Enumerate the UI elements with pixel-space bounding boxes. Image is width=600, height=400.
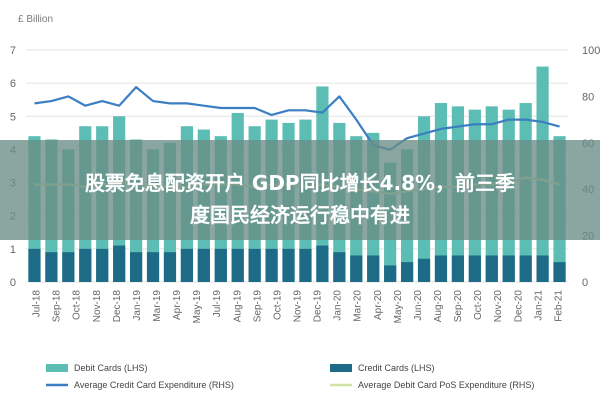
overlay-line-2: 度国民经济运行稳中有进 <box>190 203 410 227</box>
credit-bar <box>468 255 481 282</box>
x-tick-label: Aug-20 <box>433 290 444 323</box>
x-tick-label: Oct-19 <box>272 290 283 320</box>
legend-label: Average Debit Card PoS Expenditure (RHS) <box>358 380 534 390</box>
x-tick-label: Mar-19 <box>152 290 163 322</box>
credit-bar <box>282 248 295 282</box>
x-tick-label: Apr-19 <box>172 290 183 320</box>
credit-bar <box>553 262 566 282</box>
x-tick-label: Sep-18 <box>52 290 63 323</box>
credit-bar <box>502 255 515 282</box>
credit-bar <box>316 245 329 282</box>
left-tick-label: 5 <box>10 111 16 123</box>
unit-label: £ Billion <box>18 14 53 25</box>
credit-bar <box>96 248 109 282</box>
left-tick-label: 0 <box>10 277 16 289</box>
x-tick-label: Jan-21 <box>533 290 544 321</box>
x-tick-label: Dec-19 <box>313 290 324 323</box>
credit-bar <box>485 255 498 282</box>
credit-bar <box>519 255 532 282</box>
credit-bar <box>451 255 465 282</box>
x-tick-label: Sep-19 <box>252 290 263 323</box>
x-tick-label: Dec-18 <box>112 290 123 323</box>
credit-bar <box>299 248 312 282</box>
x-tick-label: Aug-19 <box>232 290 243 323</box>
x-tick-label: Mar-20 <box>353 290 364 322</box>
left-tick-label: 1 <box>10 244 16 256</box>
credit-bar <box>434 255 448 282</box>
x-tick-label: May-19 <box>192 290 203 324</box>
credit-bar <box>146 252 160 282</box>
x-tick-label: Sep-20 <box>453 290 464 323</box>
credit-bar <box>214 248 227 282</box>
x-tick-label: Apr-20 <box>373 290 384 320</box>
overlay-band <box>0 140 600 240</box>
credit-bar <box>400 262 414 282</box>
credit-bar <box>197 248 210 282</box>
credit-bar <box>384 265 397 282</box>
credit-bar <box>163 252 177 282</box>
credit-bar <box>248 248 261 282</box>
credit-expenditure-line <box>34 86 560 151</box>
right-tick-label: 80 <box>582 91 594 103</box>
legend-swatch <box>330 364 352 372</box>
x-tick-label: Oct-20 <box>473 290 484 320</box>
credit-bar <box>180 248 194 282</box>
x-tick-label: Nov-20 <box>493 290 504 323</box>
overlay-line-1: 股票免息配资开户 GDP同比增长4.8%，前三季 <box>85 171 515 195</box>
x-tick-label: Nov-18 <box>92 290 103 323</box>
right-tick-label: 0 <box>582 277 588 289</box>
left-tick-label: 7 <box>10 45 16 57</box>
x-tick-label: Feb-21 <box>553 290 564 322</box>
x-tick-label: Jun-20 <box>413 290 424 321</box>
x-tick-label: Nov-19 <box>293 290 304 323</box>
legend-swatch <box>46 364 68 372</box>
x-tick-label: Jan-20 <box>333 290 344 321</box>
right-tick-label: 100 <box>582 45 600 57</box>
legend-label: Credit Cards (LHS) <box>358 363 435 373</box>
credit-bar <box>333 252 346 282</box>
x-axis-ticks: Jul-18 Sep-18 Oct-18 Nov-18 Dec-18 Jan-19 Mar-… <box>32 290 565 324</box>
credit-bar <box>113 245 126 282</box>
credit-bar <box>28 248 41 282</box>
credit-bar <box>367 255 380 282</box>
x-tick-label: Oct-18 <box>72 290 83 320</box>
x-tick-label: Jul-18 <box>32 290 43 318</box>
legend: Debit Cards (LHS) Credit Cards (LHS) Avera… <box>46 363 534 390</box>
legend-label: Average Credit Card Expenditure (RHS) <box>74 380 234 390</box>
credit-bar <box>79 248 92 282</box>
x-tick-label: Jan-19 <box>132 290 143 321</box>
headline-overlay: 股票免息配资开户 GDP同比增长4.8%，前三季 度国民经济运行稳中有进 <box>0 140 600 240</box>
legend-label: Debit Cards (LHS) <box>74 363 148 373</box>
credit-bar <box>265 248 278 282</box>
credit-bar <box>62 252 75 282</box>
x-tick-label: Jul-19 <box>212 290 223 318</box>
x-tick-label: Dec-20 <box>513 290 524 323</box>
credit-bar <box>417 258 431 282</box>
credit-bar <box>536 255 549 282</box>
credit-bar <box>350 255 363 282</box>
credit-bar <box>231 248 244 282</box>
credit-bar <box>45 252 58 282</box>
left-tick-label: 6 <box>10 78 16 90</box>
x-tick-label: May-20 <box>393 290 404 324</box>
credit-bar <box>129 252 143 282</box>
